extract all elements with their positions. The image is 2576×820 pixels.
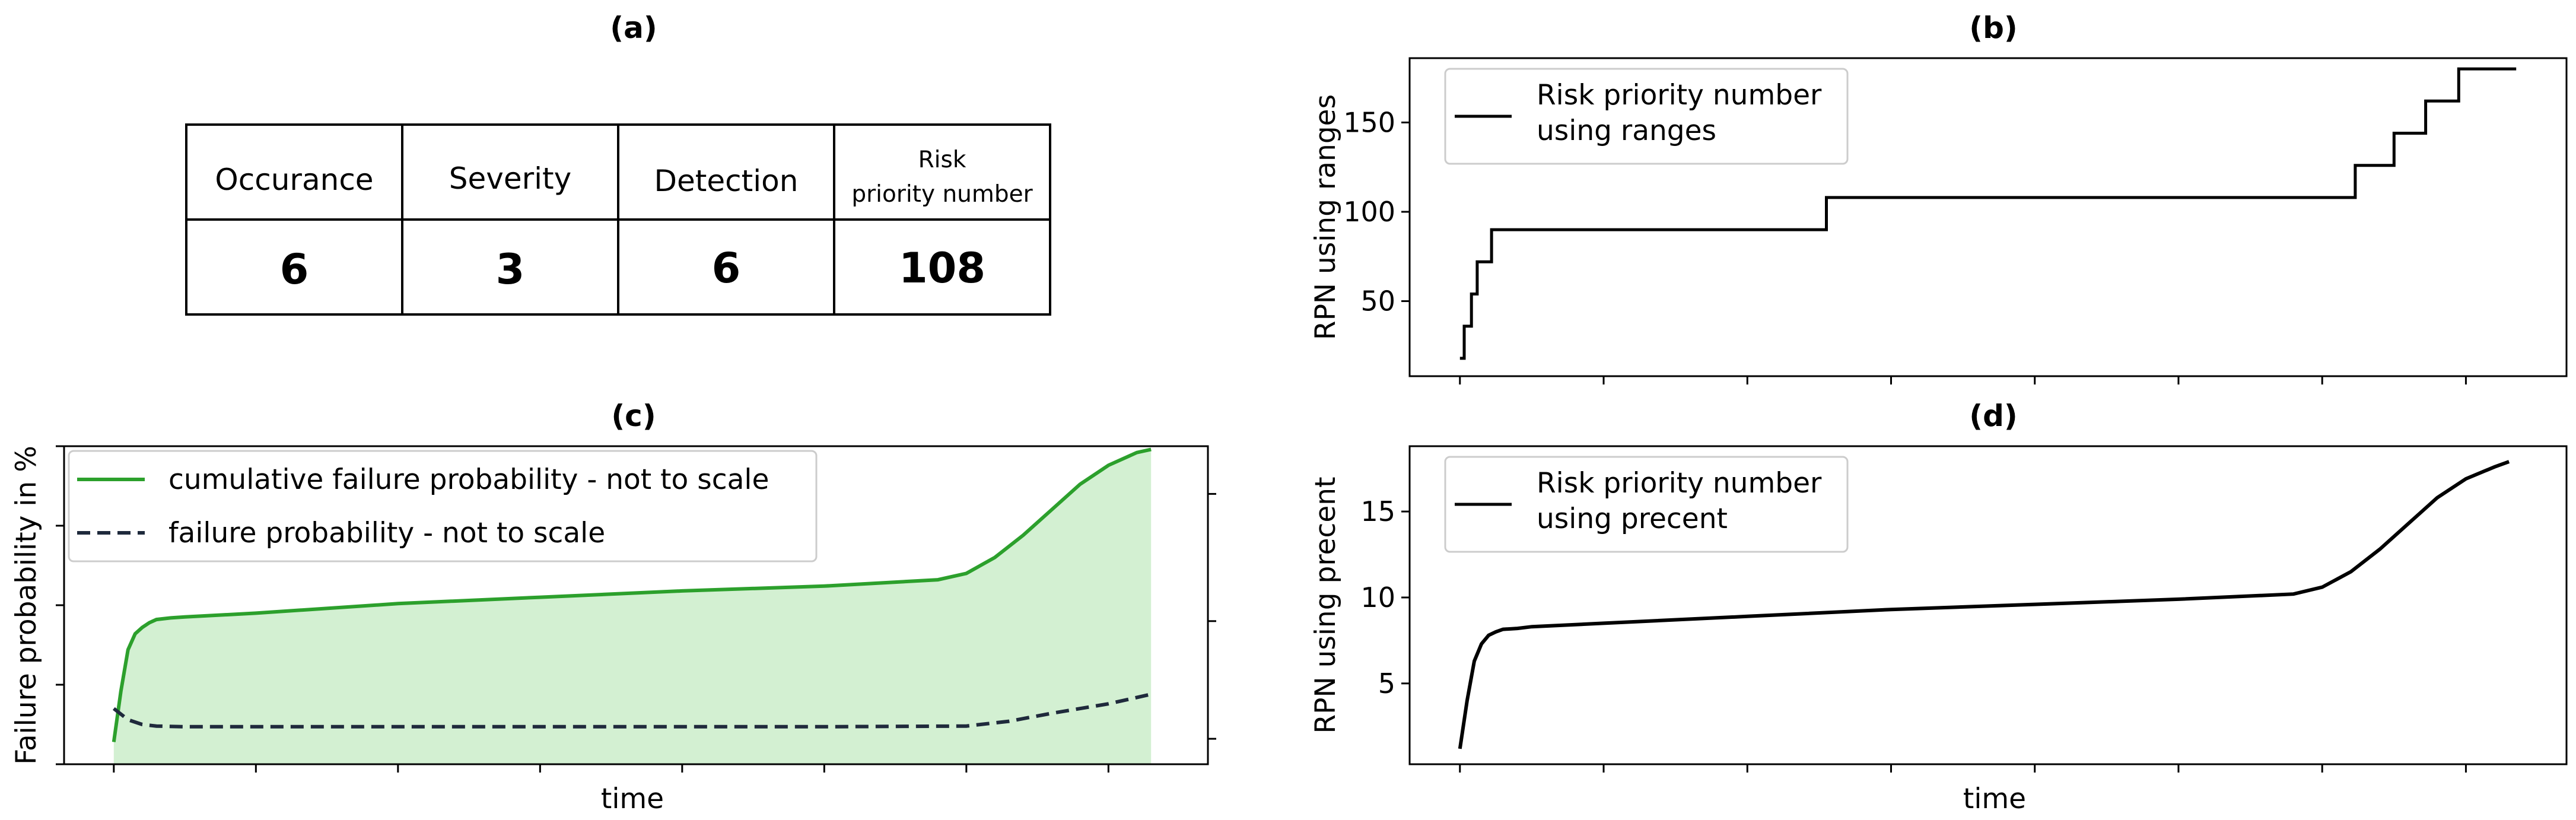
y-tick-label: 150 [1343, 106, 1395, 138]
panel-b-legend-line2: using ranges [1537, 115, 1716, 147]
panel-d-series-line [1458, 460, 2510, 749]
panel-c-xlabel: time [601, 783, 664, 815]
y-tick-label: 10 [1360, 581, 1395, 614]
panel-c-legend-cumulative: cumulative failure probability - not to … [168, 463, 769, 496]
panel-c-legend-failure: failure probability - not to scale [168, 517, 605, 549]
panel-d-legend: Risk priority number using precent [1444, 456, 1849, 553]
table-header-rpn-line1: Risk [918, 147, 966, 173]
y-tick-label: 15 [1360, 495, 1395, 527]
panel-b-ylabel: RPN using ranges [1309, 94, 1342, 340]
panel-d-plot: 5 10 15 RPN using precent time Risk priori… [1309, 445, 2568, 815]
y-tick-label: 50 [1360, 285, 1395, 317]
panel-d-legend-line2: using precent [1537, 503, 1728, 535]
panel-c-legend: cumulative failure probability - not to … [68, 450, 818, 562]
panel-d-xlabel: time [1963, 783, 2026, 815]
table-header-severity: Severity [449, 161, 572, 196]
y-tick-label: 100 [1343, 196, 1395, 228]
panel-c-cumulative-line [112, 447, 1152, 742]
panel-b-frame [1408, 57, 2568, 377]
panel-b-legend-box [1444, 68, 1849, 165]
panel-c-ylabel: Failure probability in % [10, 446, 43, 765]
panel-a-title: (a) [610, 11, 657, 45]
panel-b-legend: Risk priority number using ranges [1444, 68, 1849, 165]
panel-b-plot: 50 100 150 RPN using ranges Risk priority … [1309, 57, 2568, 384]
table-header-detection: Detection [654, 164, 799, 198]
panel-d-legend-line1: Risk priority number [1537, 467, 1822, 500]
panel-c-failure-line [112, 692, 1152, 729]
panel-b-legend-line1: Risk priority number [1537, 79, 1822, 112]
panel-d-ylabel: RPN using precent [1309, 476, 1342, 733]
table-value-detection: 6 [712, 244, 741, 293]
panel-d-legend-box [1444, 456, 1849, 553]
panel-d-title: (d) [1969, 399, 2018, 433]
rpn-table [185, 123, 1051, 316]
panel-c-title: (c) [611, 399, 656, 433]
table-value-rpn: 108 [899, 244, 985, 293]
table-value-occurance: 6 [280, 245, 309, 294]
panel-c-plot: Failure probability in % time cumulative… [10, 445, 1216, 815]
panel-b-title: (b) [1969, 11, 2018, 45]
y-tick-label: 5 [1378, 668, 1395, 700]
panel-c-cumulative-fill [113, 449, 1152, 764]
table-header-occurance: Occurance [215, 163, 373, 197]
panel-b-series-line [1459, 67, 2517, 360]
panel-c-legend-box [68, 450, 818, 562]
panel-d-frame [1408, 445, 2568, 765]
table-header-rpn-line2: priority number [851, 181, 1033, 208]
table-value-severity: 3 [496, 245, 525, 294]
